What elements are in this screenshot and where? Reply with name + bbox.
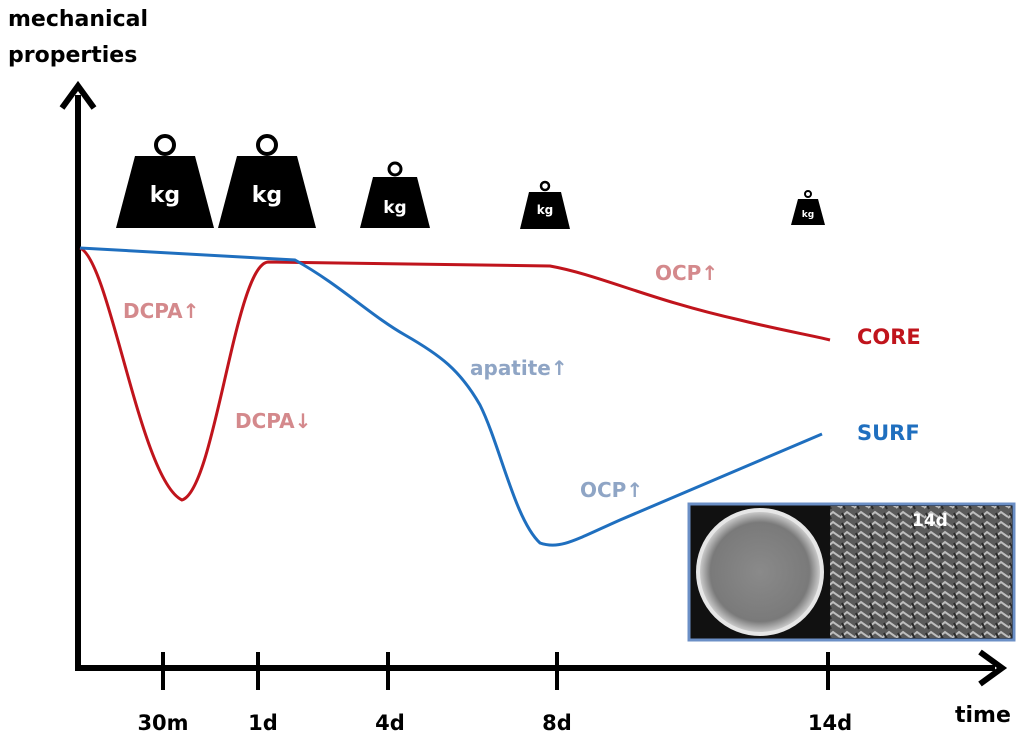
curve-label: CORE — [857, 325, 921, 349]
weight: kg — [791, 190, 825, 225]
annotation: OCP↑ — [655, 261, 718, 285]
weight-label: kg — [150, 183, 180, 208]
y-arrow — [59, 80, 97, 110]
weight: kg — [218, 134, 316, 228]
tick-label: 14d — [808, 711, 852, 735]
tick-label: 4d — [375, 711, 405, 735]
weight-label: kg — [537, 203, 554, 217]
weight-label: kg — [252, 183, 282, 208]
annotation: DCPA↑ — [123, 299, 199, 323]
surf-curve — [79, 246, 823, 547]
annotation: apatite↑ — [470, 356, 568, 380]
x-axis-label: time — [955, 703, 1011, 728]
ticks — [161, 652, 830, 690]
annotation: OCP↑ — [580, 478, 643, 502]
weight: kg — [360, 161, 430, 228]
weight-label: kg — [383, 198, 406, 218]
weight-label: kg — [802, 210, 814, 220]
inset-label: 14d — [912, 511, 948, 531]
weight: kg — [520, 180, 570, 229]
inset-sem — [830, 506, 1012, 638]
inset: 14d — [687, 502, 1016, 642]
curve-label: SURF — [857, 421, 920, 445]
y-axis-label: mechanical — [8, 7, 148, 32]
x-arrow — [978, 649, 1008, 687]
axes — [59, 80, 1008, 687]
annotation: DCPA↓ — [235, 409, 311, 433]
tick-label: 8d — [542, 711, 572, 735]
tick-label: 30m — [137, 711, 188, 735]
y-axis-label: properties — [8, 43, 137, 68]
weight: kg — [116, 134, 214, 228]
weights: kg kg kg kg kg — [116, 134, 825, 229]
inset-section — [696, 508, 824, 636]
core-curve — [79, 246, 831, 502]
tick-label: 1d — [248, 711, 278, 735]
